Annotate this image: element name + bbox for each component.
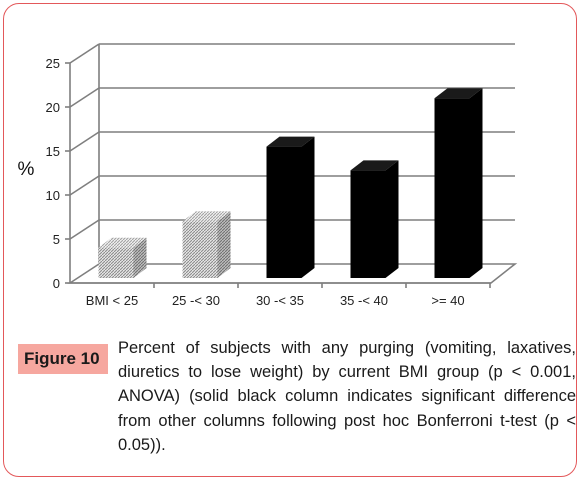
- figure-caption: Figure 10 Percent of subjects with any p…: [18, 336, 578, 466]
- y-tick-label: 15: [46, 144, 60, 159]
- bar-side: [385, 160, 399, 278]
- y-axis-label: %: [18, 159, 35, 180]
- y-tick-label: 10: [46, 188, 60, 203]
- bar-side: [217, 211, 231, 278]
- bar-chart: 0 5 10 15 20 25 BMI < 25 25 -< 30 30 -< 35 35 -< …: [18, 43, 518, 308]
- bar-top: [434, 88, 483, 99]
- bar-top: [350, 160, 399, 171]
- x-tick-label: BMI < 25: [86, 293, 138, 308]
- bar-4: [434, 88, 483, 278]
- bar-front: [434, 98, 470, 278]
- bar-top: [98, 237, 147, 248]
- bar-top: [266, 136, 315, 147]
- bar-top: [182, 211, 231, 222]
- figure-frame: [3, 3, 577, 477]
- gridline-wall: [69, 131, 100, 152]
- x-tick-label: >= 40: [431, 293, 464, 308]
- y-tick-label: 0: [53, 276, 60, 291]
- bar-side: [301, 136, 315, 278]
- bar-side: [133, 237, 147, 278]
- bar-front: [350, 170, 386, 278]
- bar-side: [469, 88, 483, 278]
- bar-front: [266, 146, 302, 278]
- x-tick-label: 25 -< 30: [172, 293, 220, 308]
- y-tick-label: 25: [46, 56, 60, 71]
- gridline-wall: [69, 87, 100, 108]
- bar-0: [98, 237, 147, 278]
- x-tick-label: 35 -< 40: [340, 293, 388, 308]
- bar-front: [98, 247, 134, 278]
- bar-3: [350, 160, 399, 278]
- bar-2: [266, 136, 315, 278]
- gridline-wall: [69, 175, 100, 196]
- y-tick-label: 5: [53, 232, 60, 247]
- gridline-wall: [69, 219, 100, 240]
- y-tick-label: 20: [46, 100, 60, 115]
- x-tick-label: 30 -< 35: [256, 293, 304, 308]
- bar-front: [182, 221, 218, 278]
- figure-label: Figure 10: [18, 344, 108, 374]
- bar-1: [182, 211, 231, 278]
- gridline-wall: [69, 43, 100, 64]
- caption-text: Percent of subjects with any purging (vo…: [118, 339, 576, 454]
